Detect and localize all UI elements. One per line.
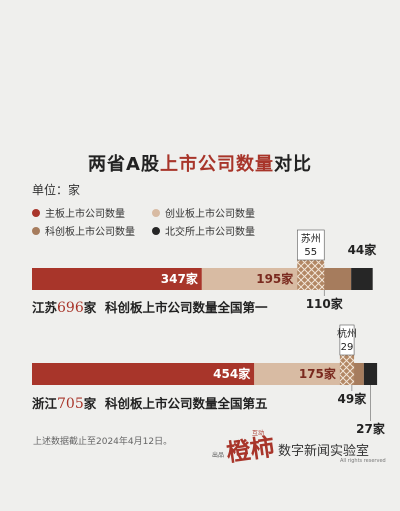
legend-item-main: 主板上市公司数量 xyxy=(32,205,125,220)
data-note: 上述数据截止至2024年4月12日。 xyxy=(33,437,173,447)
city-name: 苏州 xyxy=(301,232,321,245)
city-value: 55 xyxy=(304,247,317,258)
legend-swatch xyxy=(152,208,160,217)
legend-item-chinext: 创业板上市公司数量 xyxy=(152,205,255,220)
city-name: 杭州 xyxy=(337,327,357,340)
bar-segment-main xyxy=(32,363,255,385)
brand-logo: 橙柿 xyxy=(224,431,277,468)
city-sub-segment xyxy=(297,260,325,290)
city-label-box xyxy=(339,324,355,356)
title-prefix: 两省A股 xyxy=(88,154,160,175)
unit-label: 单位：家 xyxy=(32,183,81,197)
legend-label: 主板上市公司数量 xyxy=(45,209,125,220)
brand-rights: All rights reserved xyxy=(340,458,386,464)
summary-note: 科创板上市公司数量全国第一 xyxy=(104,300,268,315)
summary-jiangsu: 江苏696家 科创板上市公司数量全国第一 xyxy=(32,297,268,316)
bar-label-chinext: 195家 xyxy=(256,271,294,286)
bar-segment-main xyxy=(32,268,202,290)
bar-segment-bse xyxy=(351,268,373,290)
summary-note: 科创板上市公司数量全国第五 xyxy=(104,396,268,411)
bar-segment-chinext xyxy=(254,363,340,385)
bar-label-main: 347家 xyxy=(161,271,199,286)
legend-swatch xyxy=(32,208,40,217)
bar-label-bse: 27家 xyxy=(356,421,386,436)
bar-segment-chinext xyxy=(201,268,298,290)
summary-suffix: 家 xyxy=(83,396,97,411)
bar-label-bse: 44家 xyxy=(348,242,378,257)
bar-segment-bse xyxy=(363,363,378,385)
legend-label: 北交所上市公司数量 xyxy=(165,227,255,238)
bar-label-star: 110家 xyxy=(306,296,344,311)
brand-name: 数字新闻实验室 xyxy=(278,444,370,459)
summary-name: 江苏 xyxy=(32,300,58,315)
city-sub-segment xyxy=(339,355,355,385)
summary-name: 浙江 xyxy=(32,396,58,411)
legend-label: 科创板上市公司数量 xyxy=(45,227,135,238)
legend-label: 创业板上市公司数量 xyxy=(165,209,255,220)
bar-label-chinext: 175家 xyxy=(299,366,337,381)
summary-total: 696 xyxy=(57,300,84,316)
legend-item-bse: 北交所上市公司数量 xyxy=(152,223,255,238)
title-suffix: 对比 xyxy=(273,154,312,175)
summary-suffix: 家 xyxy=(83,300,97,315)
summary-zhejiang: 浙江705家 科创板上市公司数量全国第五 xyxy=(32,393,268,412)
bar-label-main: 454家 xyxy=(213,366,251,381)
chart-title: 两省A股上市公司数量对比 xyxy=(0,150,400,176)
legend-swatch xyxy=(152,226,160,235)
city-value: 29 xyxy=(341,342,354,353)
bar-label-star: 49家 xyxy=(338,391,368,406)
city-label-box xyxy=(297,229,325,261)
legend-item-star: 科创板上市公司数量 xyxy=(32,223,135,238)
summary-total: 705 xyxy=(57,396,84,412)
title-highlight: 上市公司数量 xyxy=(159,154,274,175)
legend-swatch xyxy=(32,226,40,235)
brand-logo-small: 互动 xyxy=(252,430,265,437)
brand-small: 出品 xyxy=(212,452,225,459)
